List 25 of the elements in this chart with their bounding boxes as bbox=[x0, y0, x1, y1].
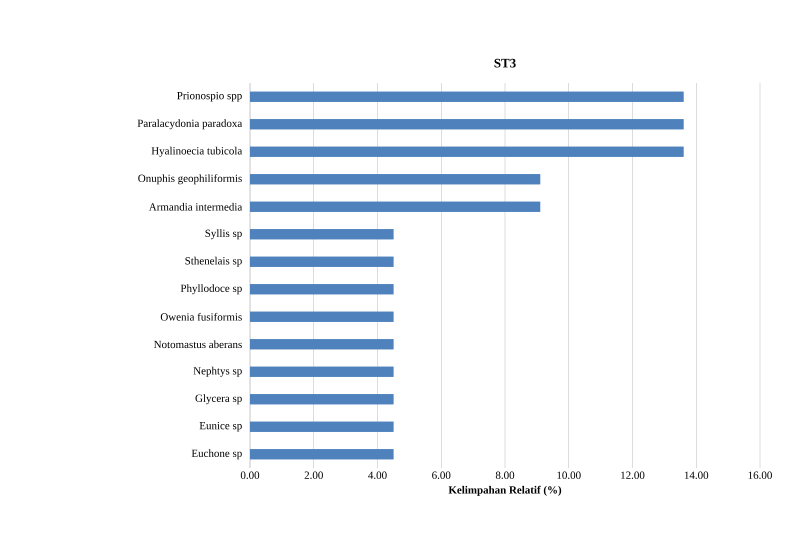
y-tick-label: Prionospio spp bbox=[177, 92, 242, 102]
y-tick-label: Paralacydonia paradoxa bbox=[138, 119, 242, 130]
x-tick-label: 10.00 bbox=[557, 472, 581, 479]
y-tick-label: Syllis sp bbox=[206, 229, 242, 240]
y-tick-label: Nephtys sp bbox=[194, 366, 242, 377]
x-tick-label: 12.00 bbox=[621, 472, 644, 479]
x-tick-label: 2.00 bbox=[304, 472, 323, 479]
x-axis-title: Kelimpahan Relatif (%) bbox=[448, 486, 562, 496]
y-tick-label: Phyllodoce sp bbox=[180, 284, 242, 294]
y-tick-label: Notomastus aberans bbox=[154, 340, 242, 348]
x-tick-label: 16.00 bbox=[748, 472, 772, 479]
y-tick-label: Eunice sp bbox=[200, 422, 242, 432]
x-tick-label: 8.00 bbox=[496, 472, 514, 479]
x-tick-label: 6.00 bbox=[432, 472, 450, 479]
y-tick-label: Armandia intermedia bbox=[148, 202, 242, 211]
x-tick-label: 0.00 bbox=[240, 472, 260, 479]
chart-title: ST3 bbox=[494, 58, 516, 68]
x-tick-label: 14.00 bbox=[684, 472, 708, 479]
y-tick-label: Sthenelais sp bbox=[185, 256, 242, 267]
x-tick-label: 4.00 bbox=[368, 472, 387, 479]
y-tick-label: Glycera sp bbox=[196, 394, 242, 404]
y-tick-label: Onuphis geophiliformis bbox=[138, 174, 242, 184]
y-tick-label: Owenia fusiformis bbox=[160, 312, 242, 321]
y-tick-label: Euchone sp bbox=[192, 449, 242, 460]
y-tick-label: Hyalinoecia tubicola bbox=[152, 146, 242, 157]
